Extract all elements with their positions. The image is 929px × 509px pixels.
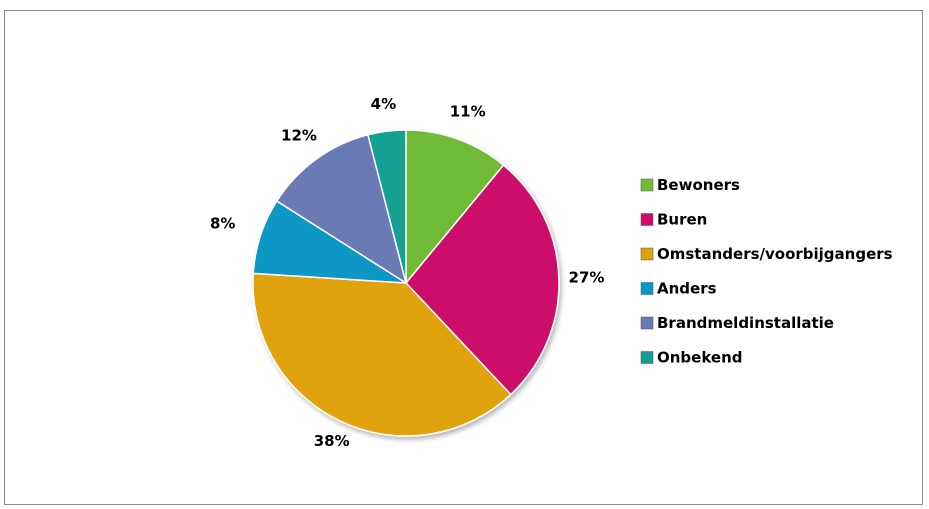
legend-swatch [640,316,654,330]
pie-slice-omstanders-voorbijgangers [252,272,512,437]
slice-label-anders: 8% [210,214,235,232]
legend-label: Brandmeldinstallatie [657,314,834,332]
pie-slices [252,129,560,437]
legend: Bewoners Buren Omstanders/voorbijgangers An… [640,176,893,367]
slice-label-buren: 27% [569,268,605,286]
legend-swatch [640,282,654,295]
legend-swatch [640,213,654,226]
slice-label-bewoners: 11% [450,103,486,121]
pie-slice-buren [405,164,560,396]
slice-label-brandmeldinstallatie: 12% [281,127,317,145]
slice-label-onbekend: 4% [371,95,396,113]
slice-label-omstanders-voorbijgangers: 38% [314,432,350,450]
legend-swatch [640,351,654,364]
legend-swatch [640,178,654,192]
pie-slice-brandmeldinstallatie [275,133,408,285]
percentage-labels: 11% 27% 38% 8% 12% 4% [210,95,604,450]
legend-label: Omstanders/voorbijgangers [657,245,893,263]
pie-slice-onbekend [367,129,407,284]
pie-slice-bewoners [405,129,505,286]
legend-label: Anders [657,280,717,298]
legend-label: Onbekend [657,349,743,367]
legend-label: Bewoners [657,176,740,194]
legend-swatch [640,247,654,261]
legend-label: Buren [657,211,707,229]
